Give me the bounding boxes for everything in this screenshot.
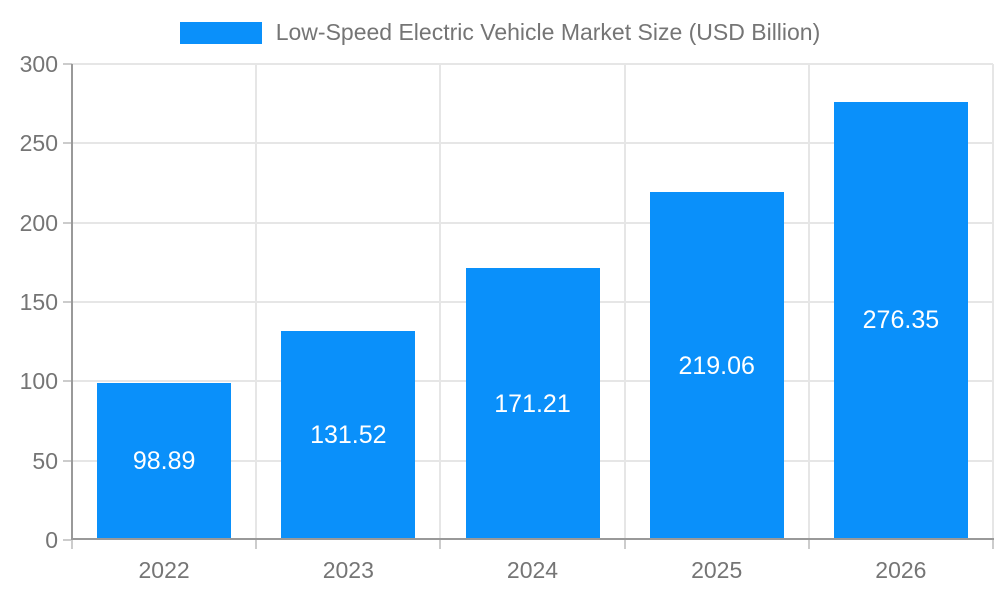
bar-value-label: 276.35 — [862, 306, 940, 335]
y-tick-mark — [63, 142, 72, 145]
y-axis-tick-label: 250 — [19, 130, 58, 157]
y-tick-mark — [63, 301, 72, 303]
gridline-vertical — [439, 64, 442, 540]
x-axis-tick-label: 2024 — [506, 557, 559, 583]
bar-value-label: 219.06 — [678, 351, 755, 380]
x-axis-tick-label: 2025 — [691, 557, 743, 583]
chart-legend: Low-Speed Electric Vehicle Market Size (… — [0, 19, 1000, 46]
x-axis-line — [71, 538, 994, 540]
plot-area: 0 50 100 150 200 250 300 98.89 2022 131.52 2023 171… — [20, 51, 994, 583]
gridline-vertical — [807, 64, 810, 540]
gridline-horizontal — [72, 63, 993, 65]
bar: 98.89 — [97, 383, 232, 540]
gridline-vertical — [255, 64, 258, 540]
gridline-horizontal — [72, 142, 993, 145]
bar: 276.35 — [833, 101, 968, 540]
y-axis-tick-label: 300 — [19, 51, 58, 77]
bar: 171.21 — [465, 268, 600, 540]
bar-value-label: 98.89 — [132, 447, 196, 476]
legend-swatch — [179, 21, 262, 44]
bar: 219.06 — [649, 192, 784, 540]
x-axis-tick-label: 2023 — [322, 557, 374, 583]
x-tick-mark — [992, 540, 994, 549]
gridline-horizontal — [72, 221, 993, 224]
x-axis-tick-label: 2026 — [875, 557, 927, 583]
x-axis-tick-label: 2022 — [138, 557, 190, 583]
gridline-vertical — [992, 64, 994, 540]
y-tick-mark — [63, 63, 72, 65]
bar: 131.52 — [281, 331, 416, 540]
y-tick-mark — [63, 221, 72, 224]
gridline-vertical — [623, 64, 626, 540]
y-axis-tick-label: 100 — [19, 368, 58, 395]
y-tick-mark — [63, 539, 72, 541]
legend-label: Low-Speed Electric Vehicle Market Size (… — [275, 19, 821, 45]
y-axis-tick-label: 150 — [19, 289, 58, 315]
x-tick-mark — [255, 540, 258, 549]
bar-value-label: 171.21 — [494, 389, 571, 418]
bar-value-label: 131.52 — [310, 421, 387, 450]
x-tick-mark — [71, 540, 73, 549]
y-tick-mark — [63, 380, 72, 383]
y-tick-mark — [63, 459, 72, 462]
x-tick-mark — [439, 540, 442, 549]
y-axis-tick-label: 200 — [19, 209, 58, 236]
x-tick-mark — [623, 540, 626, 549]
y-axis-tick-label: 0 — [45, 527, 58, 553]
x-tick-mark — [807, 540, 810, 549]
y-axis-tick-label: 50 — [32, 447, 58, 474]
y-axis-line — [71, 64, 73, 549]
